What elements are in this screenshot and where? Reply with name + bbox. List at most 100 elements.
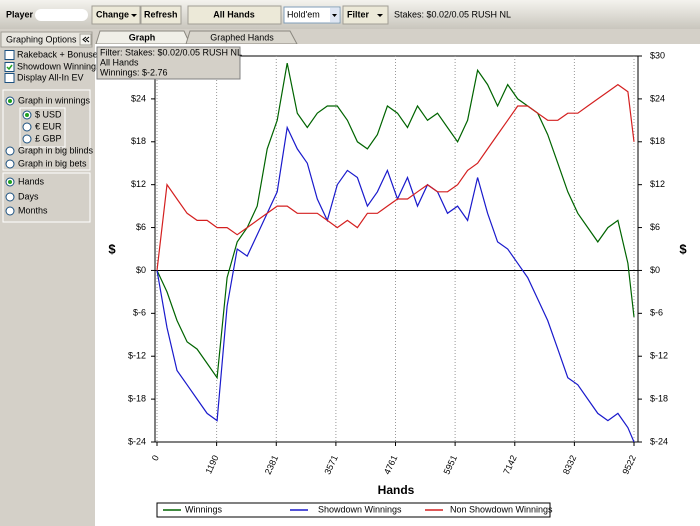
period-option[interactable]: Days (5, 191, 39, 202)
radio[interactable] (5, 192, 15, 202)
mode-option[interactable]: Graph in big blinds (5, 145, 94, 156)
currency-option[interactable]: € EUR (22, 121, 62, 132)
radio-dot (8, 180, 12, 184)
radio[interactable] (5, 159, 15, 169)
filter-line: All Hands (100, 57, 139, 67)
currency-group (19, 107, 66, 148)
filter-button[interactable]: Filter (342, 5, 389, 25)
radio[interactable] (22, 122, 32, 132)
option-label: Showdown Winnings (17, 61, 101, 71)
button-label: All Hands (213, 9, 255, 19)
x-tick-label: 0 (150, 454, 161, 463)
y2-tick-label: $24 (650, 93, 665, 103)
dropdown-arrow (377, 14, 383, 17)
plot-frame (154, 55, 639, 443)
dropdown-arrow (131, 14, 137, 17)
option-label: € EUR (35, 121, 62, 131)
series-line (156, 83, 635, 271)
mode-group (2, 89, 91, 171)
graphed-hands-tab[interactable]: Graphed Hands (185, 30, 298, 45)
currency-option[interactable]: £ GBP (22, 133, 62, 144)
option-label: Graph in winnings (18, 95, 91, 105)
option-label: Graph in big blinds (18, 145, 94, 155)
mode-option[interactable]: Graph in big bets (5, 158, 87, 169)
sidebar (0, 30, 93, 526)
legend (156, 502, 551, 518)
y2-tick-label: $-24 (650, 436, 668, 446)
option-label: Hands (18, 176, 45, 186)
checkbox[interactable] (4, 62, 15, 72)
legend-label: Winnings (185, 504, 223, 514)
legend-label: Non Showdown Winnings (450, 504, 553, 514)
period-option[interactable]: Months (5, 205, 48, 216)
y-tick-label: $-18 (128, 393, 146, 403)
radio-dot (25, 113, 29, 117)
period-option[interactable]: Hands (5, 176, 45, 187)
hands-button[interactable]: All Hands (187, 5, 282, 25)
checkbox[interactable] (4, 73, 15, 83)
checkbox-option[interactable]: Rakeback + Bonuses (4, 49, 103, 60)
y-tick-label: $-24 (128, 436, 146, 446)
graph-tab[interactable]: Graph (95, 30, 191, 45)
dropdown-arrow (332, 14, 337, 17)
player-label: Player (6, 9, 34, 19)
dropdown-value: Hold'em (287, 9, 320, 19)
y2-tick-label: $-18 (650, 393, 668, 403)
button-label: Refresh (144, 9, 178, 19)
filter-line: Winnings: $-2.76 (100, 67, 168, 77)
change-button[interactable]: Change (91, 5, 141, 25)
check-mark (6, 64, 13, 71)
option-label: Months (18, 205, 48, 215)
y2-tick-label: $18 (650, 136, 665, 146)
chart-panel (95, 44, 700, 526)
tab-label: Graph (129, 32, 156, 42)
plot (155, 56, 638, 442)
refresh-button[interactable]: Refresh (140, 5, 182, 25)
currency-option[interactable]: $ USD (22, 109, 62, 120)
checkbox-option[interactable]: Display All-In EV (4, 72, 84, 83)
option-label: Display All-In EV (17, 72, 84, 82)
y2-axis-label: $ (679, 241, 687, 256)
y-tick-label: $24 (131, 93, 146, 103)
x-axis-label: Hands (378, 483, 415, 497)
y-tick-label: $6 (136, 222, 146, 232)
option-label: Days (18, 191, 39, 201)
button-label: Change (96, 9, 129, 19)
checkbox-option[interactable]: Showdown Winnings (4, 61, 101, 72)
option-label: £ GBP (35, 133, 62, 143)
series-line (156, 62, 635, 380)
y-tick-label: $-6 (133, 308, 146, 318)
y2-tick-label: $6 (650, 222, 660, 232)
option-label: $ USD (35, 109, 62, 119)
game-dropdown[interactable]: Hold'em (283, 6, 341, 24)
y-axis-label: $ (108, 241, 116, 256)
tab-label: Graphed Hands (210, 32, 274, 42)
sidebar-header (0, 31, 93, 48)
y-tick-label: $0 (136, 265, 146, 275)
redacted-name (35, 9, 88, 21)
period-group (2, 172, 91, 223)
radio[interactable] (5, 206, 15, 216)
y-tick-label: $12 (131, 179, 146, 189)
y2-tick-label: $30 (650, 50, 665, 60)
sidebar-title: Graphing Options (6, 34, 77, 44)
y2-tick-label: $-12 (650, 351, 668, 361)
y2-tick-label: $0 (650, 265, 660, 275)
legend-label: Showdown Winnings (318, 504, 402, 514)
radio[interactable] (22, 134, 32, 144)
button-label: Filter (347, 9, 370, 19)
y-tick-label: $18 (131, 136, 146, 146)
mode-option[interactable]: Graph in winnings (5, 95, 91, 106)
radio-dot (8, 99, 12, 103)
radio[interactable] (5, 146, 15, 156)
stakes-label: Stakes: $0.02/0.05 RUSH NL (394, 9, 511, 19)
y2-tick-label: $12 (650, 179, 665, 189)
option-label: Rakeback + Bonuses (17, 49, 103, 59)
collapse-button[interactable] (79, 33, 92, 46)
filter-line: Filter: Stakes: $0.02/0.05 RUSH NL (100, 47, 242, 57)
checkbox[interactable] (4, 50, 15, 60)
y-tick-label: $-12 (128, 351, 146, 361)
